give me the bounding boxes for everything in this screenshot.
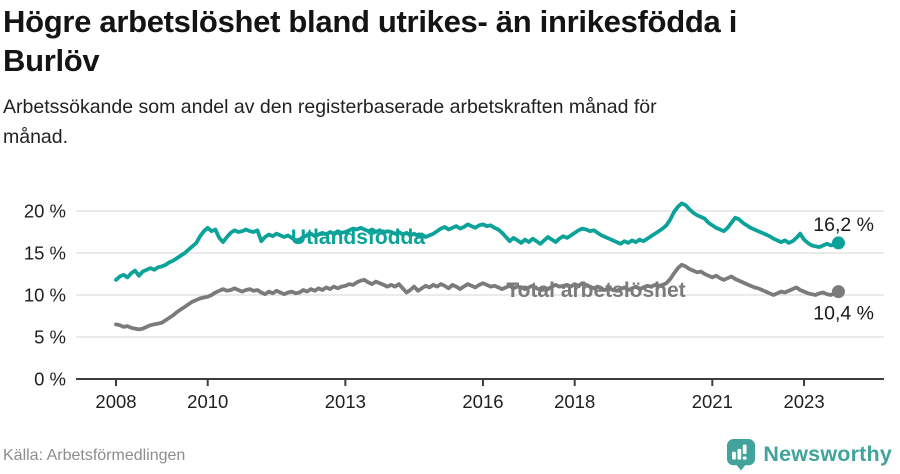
x-axis-label: 2018 [554, 391, 595, 412]
line-chart: 0 % 5 % 10 % 15 % 20 % 2008 2010 2013 2016 2018 20… [0, 185, 900, 430]
chart-title-line-2: Burlöv [3, 43, 100, 79]
chart-subtitle-line-1: Arbetssökande som andel av den registerb… [3, 96, 657, 118]
y-axis-label: 10 % [24, 285, 66, 306]
series-inline-label: Utlandsfödda [291, 226, 425, 249]
x-axis-label: 2016 [462, 391, 503, 412]
series-line-total [114, 262, 841, 332]
y-axis-label: 0 % [34, 369, 66, 390]
newsworthy-logo[interactable]: Newsworthy [726, 438, 892, 470]
y-axis-label: 20 % [24, 201, 66, 222]
x-axis-label: 2013 [325, 391, 366, 412]
x-axis-label: 2021 [692, 391, 733, 412]
y-axis-label: 5 % [34, 327, 66, 348]
newsworthy-logo-text: Newsworthy [763, 441, 892, 466]
series-end-value-label: 10,4 % [813, 303, 874, 325]
newsworthy-logo-icon [727, 438, 756, 470]
x-axis-label: 2008 [95, 391, 136, 412]
x-axis-label: 2023 [783, 391, 824, 412]
series-line-utlandsfodda [114, 201, 841, 282]
chart-subtitle: Arbetssökande som andel av den registerb… [3, 92, 843, 152]
series-end-dot [831, 285, 845, 299]
series-inline-label: Total arbetslöshet [506, 279, 685, 302]
y-axis-label: 15 % [24, 243, 66, 264]
chart-svg: 0 % 5 % 10 % 15 % 20 % 2008 2010 2013 2016 2018 20… [24, 201, 884, 412]
series-end-value-label: 16,2 % [813, 214, 874, 236]
bar-chart-glyph [732, 444, 747, 460]
source-note: Källa: Arbetsförmedlingen [3, 447, 186, 464]
x-axis-label: 2010 [187, 391, 228, 412]
chart-subtitle-line-2: månad. [3, 126, 69, 149]
series-end-dot [831, 236, 845, 250]
chart-title: Högre arbetslöshet bland utrikes- än inr… [3, 2, 883, 80]
chart-title-line-1: Högre arbetslöshet bland utrikes- än inr… [3, 4, 738, 39]
